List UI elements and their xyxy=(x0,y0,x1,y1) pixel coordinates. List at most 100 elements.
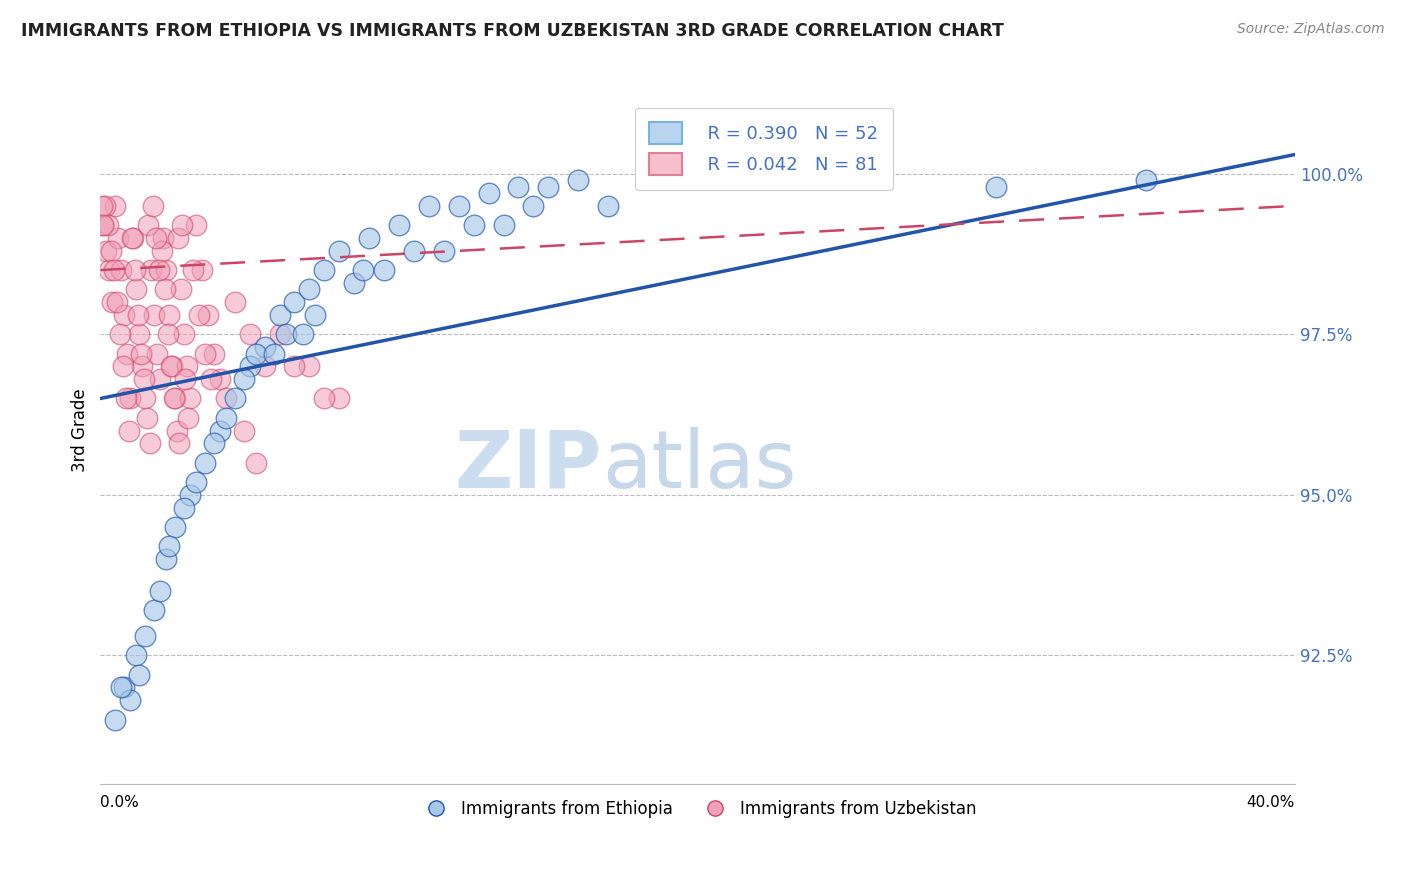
Point xyxy=(142,199,165,213)
Point xyxy=(167,231,190,245)
Point xyxy=(194,346,217,360)
Point xyxy=(131,359,153,374)
Point xyxy=(152,231,174,245)
Point xyxy=(191,263,214,277)
Point xyxy=(492,218,515,232)
Point xyxy=(143,603,166,617)
Point xyxy=(125,648,148,663)
Point xyxy=(112,681,135,695)
Point xyxy=(463,218,485,232)
Point xyxy=(567,173,589,187)
Point xyxy=(128,327,150,342)
Point xyxy=(184,218,207,232)
Point xyxy=(176,359,198,374)
Point xyxy=(173,500,195,515)
Point xyxy=(120,693,142,707)
Point xyxy=(166,424,188,438)
Point xyxy=(128,667,150,681)
Point xyxy=(239,359,262,374)
Point xyxy=(146,346,169,360)
Point xyxy=(153,282,176,296)
Point xyxy=(120,392,142,406)
Point xyxy=(269,308,291,322)
Point xyxy=(232,424,254,438)
Point xyxy=(149,584,172,599)
Point xyxy=(172,218,194,232)
Point xyxy=(90,199,112,213)
Point xyxy=(359,231,381,245)
Point xyxy=(177,410,200,425)
Point xyxy=(136,218,159,232)
Point xyxy=(170,282,193,296)
Point xyxy=(124,263,146,277)
Point xyxy=(157,308,180,322)
Point xyxy=(478,186,501,200)
Point xyxy=(314,263,336,277)
Point xyxy=(202,346,225,360)
Text: 40.0%: 40.0% xyxy=(1247,796,1295,810)
Point xyxy=(298,282,321,296)
Point xyxy=(162,392,184,406)
Point xyxy=(447,199,470,213)
Point xyxy=(163,392,186,406)
Point xyxy=(96,244,118,258)
Point xyxy=(174,372,197,386)
Point xyxy=(253,340,276,354)
Point xyxy=(522,199,544,213)
Point xyxy=(110,681,132,695)
Y-axis label: 3rd Grade: 3rd Grade xyxy=(72,389,89,473)
Point xyxy=(103,263,125,277)
Point xyxy=(111,359,134,374)
Point xyxy=(148,263,170,277)
Point xyxy=(112,308,135,322)
Point xyxy=(224,295,246,310)
Point xyxy=(114,392,136,406)
Point xyxy=(402,244,425,258)
Point xyxy=(314,392,336,406)
Point xyxy=(160,359,183,374)
Point xyxy=(159,359,181,374)
Point xyxy=(157,539,180,553)
Point xyxy=(292,327,315,342)
Point xyxy=(155,263,177,277)
Point xyxy=(298,359,321,374)
Point xyxy=(101,295,124,310)
Point xyxy=(328,244,350,258)
Point xyxy=(245,456,267,470)
Point xyxy=(304,308,326,322)
Point xyxy=(91,218,114,232)
Point xyxy=(118,424,141,438)
Point xyxy=(122,231,145,245)
Point xyxy=(215,410,238,425)
Point xyxy=(179,392,201,406)
Point xyxy=(537,179,560,194)
Point xyxy=(202,436,225,450)
Text: IMMIGRANTS FROM ETHIOPIA VS IMMIGRANTS FROM UZBEKISTAN 3RD GRADE CORRELATION CHA: IMMIGRANTS FROM ETHIOPIA VS IMMIGRANTS F… xyxy=(21,22,1004,40)
Point xyxy=(208,424,231,438)
Point xyxy=(418,199,440,213)
Point xyxy=(184,475,207,489)
Point xyxy=(508,179,530,194)
Point xyxy=(155,552,177,566)
Point xyxy=(179,488,201,502)
Point xyxy=(138,436,160,450)
Point xyxy=(283,295,305,310)
Legend: Immigrants from Ethiopia, Immigrants from Uzbekistan: Immigrants from Ethiopia, Immigrants fro… xyxy=(413,794,983,825)
Point xyxy=(343,276,366,290)
Point xyxy=(108,327,131,342)
Point xyxy=(104,199,127,213)
Point xyxy=(232,372,254,386)
Point xyxy=(135,410,157,425)
Point xyxy=(110,263,132,277)
Text: Source: ZipAtlas.com: Source: ZipAtlas.com xyxy=(1237,22,1385,37)
Text: atlas: atlas xyxy=(602,427,796,505)
Point xyxy=(149,372,172,386)
Point xyxy=(224,392,246,406)
Point xyxy=(100,244,122,258)
Point xyxy=(596,199,619,213)
Point xyxy=(187,308,209,322)
Point xyxy=(115,346,138,360)
Point xyxy=(121,231,143,245)
Point xyxy=(150,244,173,258)
Point xyxy=(127,308,149,322)
